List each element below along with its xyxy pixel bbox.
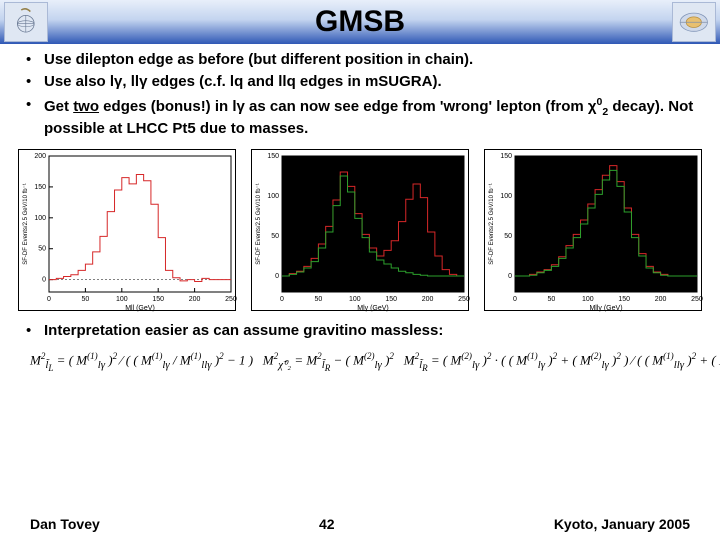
chart-1: 0 50 100 150 200 250 0 50 100 150 200 Mll (GeV) SF-D… [18,149,236,311]
svg-text:50: 50 [504,233,512,240]
slide-footer: Dan Tovey 42 Kyoto, January 2005 [0,516,720,532]
bullet-list: Use dilepton edge as before (but differe… [0,44,720,139]
post-bullet: Interpretation easier as can assume grav… [26,321,700,341]
svg-text:SF-DF Events/2.5 GeV/10 fb⁻¹: SF-DF Events/2.5 GeV/10 fb⁻¹ [489,183,495,265]
svg-text:150: 150 [267,153,279,160]
bullet-3-a: Get [44,98,73,115]
svg-text:50: 50 [315,296,323,303]
svg-text:250: 250 [458,296,470,303]
svg-text:150: 150 [385,296,397,303]
svg-text:250: 250 [225,296,237,303]
svg-text:100: 100 [349,296,361,303]
footer-page: 42 [319,516,335,532]
svg-text:Mlγ (GeV): Mlγ (GeV) [357,305,389,312]
svg-text:0: 0 [275,273,279,280]
svg-text:150: 150 [152,296,164,303]
charts-row: 0 50 100 150 200 250 0 50 100 150 200 Mll (GeV) SF-D… [0,141,720,315]
svg-text:SF-DF Events/2.5 GeV/10 fb⁻¹: SF-DF Events/2.5 GeV/10 fb⁻¹ [23,183,29,265]
svg-text:0: 0 [280,296,284,303]
chart-3: 0 50 100 150 200 250 0 50 100 150 Mllγ (GeV) SF-DF … [484,149,702,311]
svg-text:200: 200 [189,296,201,303]
svg-text:50: 50 [38,246,46,253]
svg-text:50: 50 [271,233,279,240]
svg-text:100: 100 [116,296,128,303]
svg-text:150: 150 [500,153,512,160]
svg-text:0: 0 [508,273,512,280]
svg-text:100: 100 [34,215,46,222]
svg-text:50: 50 [82,296,90,303]
svg-text:Mllγ (GeV): Mllγ (GeV) [589,305,622,312]
svg-text:250: 250 [691,296,703,303]
svg-text:Mll (GeV): Mll (GeV) [125,305,155,312]
equation: M2l̃L = ( M(1)lγ )2 ⁄ ( ( M(1)lγ / M(1)l… [0,343,720,373]
footer-venue: Kyoto, January 2005 [554,516,690,532]
svg-text:0: 0 [42,277,46,284]
svg-text:200: 200 [34,153,46,160]
slide-title: GMSB [315,5,405,39]
bullet-2-c: edges (c.f. lq and llq edges in mSUGRA). [147,73,441,90]
bullet-2: Use also lγ, llγ edges (c.f. lq and llq … [26,72,700,92]
bullet-3-b: edges (bonus!) in l [99,98,237,115]
bullet-1-text: Use dilepton edge as before (but differe… [44,51,473,68]
bullet-3-two: two [73,98,99,115]
svg-text:150: 150 [34,184,46,191]
gamma-glyph: γ [237,98,245,115]
svg-text:0: 0 [47,296,51,303]
svg-text:0: 0 [513,296,517,303]
chi-glyph: χ [588,98,597,115]
atlas-globe-logo [4,2,48,42]
svg-text:200: 200 [655,296,667,303]
svg-text:200: 200 [422,296,434,303]
bullet-2-a: Use also l [44,73,114,90]
svg-text:50: 50 [548,296,556,303]
chart-2: 0 50 100 150 200 250 0 50 100 150 Mlγ (GeV) SF-DF E… [251,149,469,311]
detector-logo [672,2,716,42]
slide-header: GMSB [0,0,720,44]
post-bullet-block: Interpretation easier as can assume grav… [0,315,720,341]
bullet-2-b: , ll [122,73,139,90]
svg-text:100: 100 [582,296,594,303]
post-bullet-text: Interpretation easier as can assume grav… [44,322,443,339]
svg-text:SF-DF Events/2.5 GeV/10 fb⁻¹: SF-DF Events/2.5 GeV/10 fb⁻¹ [256,183,262,265]
bullet-3: Get two edges (bonus!) in lγ as can now … [26,95,700,139]
svg-text:150: 150 [618,296,630,303]
svg-text:100: 100 [267,193,279,200]
bullet-3-c: as can now see edge from 'wrong' lepton … [245,98,588,115]
svg-text:100: 100 [500,193,512,200]
bullet-1: Use dilepton edge as before (but differe… [26,50,700,70]
footer-author: Dan Tovey [30,516,100,532]
